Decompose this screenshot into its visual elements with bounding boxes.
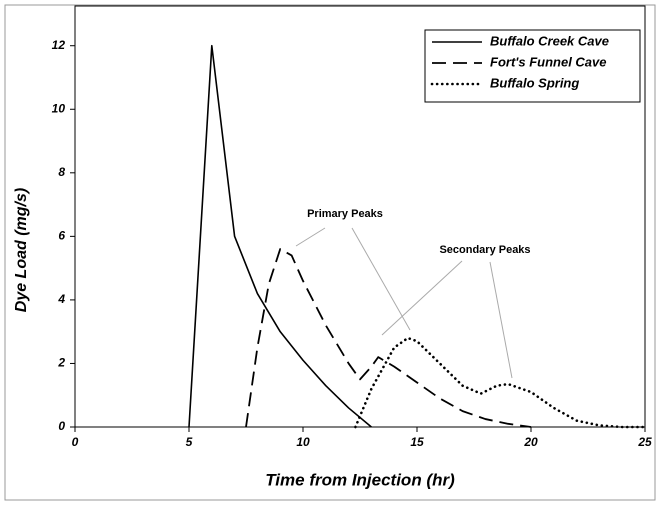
y-tick-label: 10 [52, 101, 66, 115]
y-tick-label: 4 [57, 292, 65, 306]
x-tick-label: 15 [410, 435, 424, 449]
leader-line [351, 227, 411, 331]
x-tick-label: 20 [523, 435, 538, 449]
annotation: Primary Peaks [307, 208, 383, 220]
series-line [188, 44, 372, 428]
y-tick-label: 12 [52, 38, 66, 52]
y-tick-label: 8 [58, 165, 65, 179]
leader-line [295, 227, 326, 247]
y-axis-label: Dye Load (mg/s) [13, 188, 30, 312]
x-tick-label: 5 [186, 435, 193, 449]
legend-label: Buffalo Spring [490, 75, 579, 90]
series-line [245, 248, 532, 428]
outer-border [4, 4, 656, 501]
legend-label: Fort's Funnel Cave [490, 54, 607, 69]
leader-line [489, 261, 513, 379]
series-line [354, 336, 647, 429]
x-tick-label: 0 [72, 435, 79, 449]
y-tick-label: 0 [58, 419, 65, 433]
x-tick-label: 25 [637, 435, 652, 449]
y-tick-label: 6 [58, 229, 65, 243]
annotation: Secondary Peaks [439, 244, 530, 256]
x-axis-label: Time from Injection (hr) [265, 470, 455, 489]
plot-frame [74, 5, 646, 428]
x-tick-label: 10 [296, 435, 310, 449]
legend-label: Buffalo Creek Cave [490, 33, 609, 48]
leader-line [381, 260, 463, 336]
y-tick-label: 2 [57, 356, 65, 370]
